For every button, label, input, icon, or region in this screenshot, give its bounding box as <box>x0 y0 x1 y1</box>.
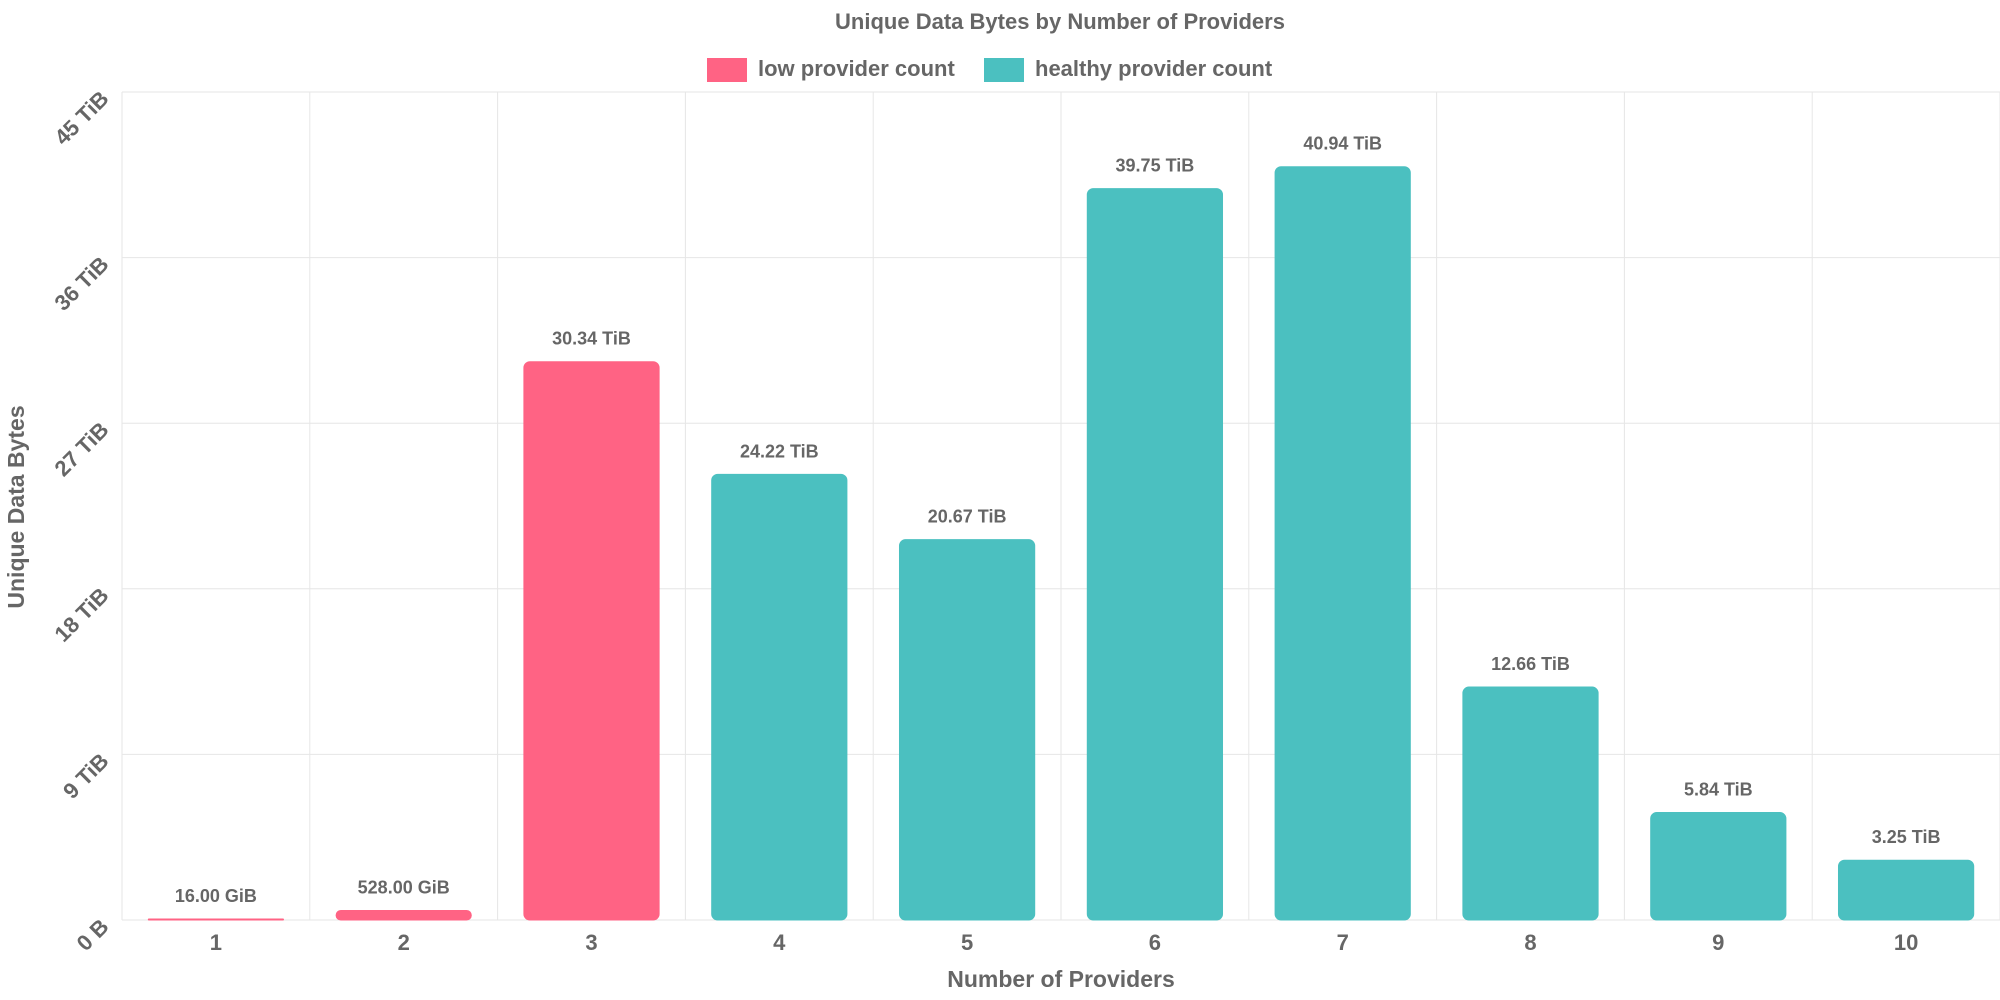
y-tick-label-4: 36 TiB <box>49 251 113 315</box>
bar-1[interactable] <box>147 918 285 921</box>
chart-title: Unique Data Bytes by Number of Providers <box>835 9 1285 34</box>
bar-4[interactable] <box>711 473 848 921</box>
value-label-4: 24.22 TiB <box>740 441 819 461</box>
value-label-7: 40.94 TiB <box>1303 134 1382 154</box>
bar-2[interactable] <box>335 910 472 921</box>
y-tick-label-3: 27 TiB <box>49 417 113 481</box>
value-label-5: 20.67 TiB <box>928 507 1007 527</box>
value-label-1: 16.00 GiB <box>175 886 257 906</box>
bar-3[interactable] <box>523 361 660 921</box>
x-axis-title: Number of Providers <box>947 966 1175 992</box>
value-label-3: 30.34 TiB <box>552 329 631 349</box>
bar-9[interactable] <box>1650 812 1787 921</box>
y-axis-title: Unique Data Bytes <box>3 405 29 608</box>
x-tick-label-1: 1 <box>210 930 222 955</box>
bar-5[interactable] <box>898 539 1036 921</box>
x-tick-label-9: 9 <box>1712 930 1724 955</box>
x-tick-label-3: 3 <box>585 930 597 955</box>
x-tick-label-4: 4 <box>773 930 786 955</box>
grid <box>121 91 2000 921</box>
value-label-10: 3.25 TiB <box>1872 827 1941 847</box>
legend-swatch-healthy[interactable] <box>984 58 1024 82</box>
y-tick-label-1: 9 TiB <box>58 748 113 803</box>
x-axis: 1 2 3 4 5 6 7 8 9 10 <box>210 930 1919 955</box>
x-tick-label-2: 2 <box>398 930 410 955</box>
value-label-2: 528.00 GiB <box>358 878 450 898</box>
x-tick-label-10: 10 <box>1894 930 1918 955</box>
bar-8[interactable] <box>1462 686 1599 921</box>
x-tick-label-7: 7 <box>1337 930 1349 955</box>
data-labels: 16.00 GiB 528.00 GiB 30.34 TiB 24.22 TiB 20.… <box>175 134 1941 906</box>
x-tick-label-5: 5 <box>961 930 973 955</box>
bar-10[interactable] <box>1837 859 1975 921</box>
x-tick-label-8: 8 <box>1524 930 1536 955</box>
x-tick-label-6: 6 <box>1149 930 1161 955</box>
bar-7[interactable] <box>1274 166 1411 921</box>
y-axis: 0 B 9 TiB 18 TiB 27 TiB 36 TiB 45 TiB <box>49 86 113 956</box>
value-label-6: 39.75 TiB <box>1116 156 1195 176</box>
legend-label-low[interactable]: low provider count <box>758 56 955 81</box>
value-label-9: 5.84 TiB <box>1684 780 1753 800</box>
y-tick-label-0: 0 B <box>72 914 114 956</box>
bar-6[interactable] <box>1086 188 1224 921</box>
legend-label-healthy[interactable]: healthy provider count <box>1035 56 1273 81</box>
legend: low provider count healthy provider coun… <box>707 56 1273 82</box>
legend-swatch-low[interactable] <box>707 58 747 82</box>
bars <box>147 166 1975 921</box>
y-tick-label-2: 18 TiB <box>49 583 113 647</box>
y-tick-label-5: 45 TiB <box>49 86 113 150</box>
value-label-8: 12.66 TiB <box>1491 654 1570 674</box>
